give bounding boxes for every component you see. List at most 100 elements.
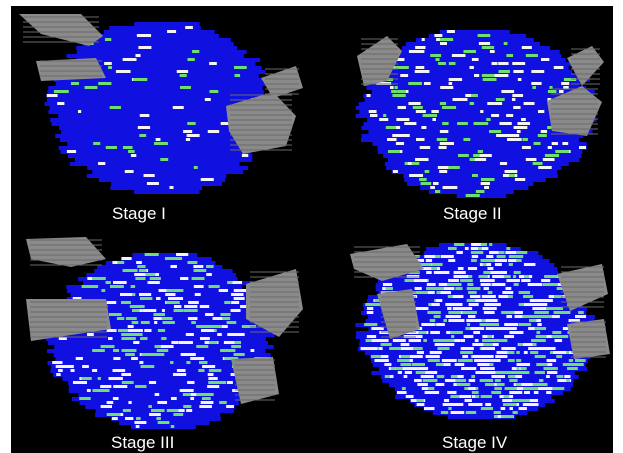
voxel-row (377, 279, 570, 283)
voxel-patch (220, 349, 233, 352)
voxel-patch (160, 158, 169, 161)
voxel-patch (431, 303, 440, 306)
voxel-patch (461, 307, 473, 310)
voxel-patch (440, 86, 454, 89)
voxel-patch (161, 317, 173, 320)
panel-label-stage-2: Stage II (443, 204, 502, 223)
voxel-patch (401, 387, 406, 390)
voxel-patch (382, 283, 389, 286)
voxel-patch (450, 331, 455, 334)
voxel-patch (227, 333, 240, 336)
voxel-patch (170, 397, 177, 400)
voxel-patch (462, 311, 477, 314)
voxel-row (64, 70, 266, 74)
voxel-patch (487, 102, 502, 105)
voxel-patch (447, 307, 452, 310)
voxel-patch (128, 329, 143, 332)
voxel-patch (427, 291, 435, 294)
voxel-patch (554, 335, 569, 338)
voxel-patch (401, 74, 409, 77)
voxel-patch (537, 134, 547, 137)
voxel-patch (412, 50, 425, 53)
voxel-patch (122, 269, 132, 272)
voxel-patch (160, 345, 174, 348)
voxel-patch (227, 281, 243, 284)
voxel-patch (436, 38, 444, 41)
voxel-patch (421, 38, 425, 41)
voxel-row (110, 186, 203, 190)
voxel-patch (200, 329, 214, 332)
voxel-patch (137, 126, 151, 129)
voxel-patch (440, 343, 455, 346)
voxel-patch (101, 289, 106, 292)
voxel-patch (190, 357, 205, 360)
voxel-patch (482, 307, 497, 310)
voxel-patch (105, 301, 117, 304)
voxel-row (363, 307, 587, 311)
voxel-patch (149, 277, 161, 280)
voxel-patch (448, 247, 457, 250)
voxel-row (47, 349, 266, 353)
voxel-row (76, 46, 238, 50)
voxel-patch (551, 335, 556, 338)
voxel-patch (507, 327, 517, 330)
voxel-patch (224, 301, 231, 304)
voxel-patch (494, 259, 508, 262)
voxel-patch (435, 190, 441, 193)
voxel-patch (509, 407, 514, 410)
voxel-patch (480, 178, 495, 181)
voxel-row (65, 66, 262, 70)
voxel-row (52, 321, 268, 325)
voxel-row (388, 383, 573, 387)
voxel-patch (493, 411, 501, 414)
voxel-patch (100, 385, 112, 388)
voxel-patch (481, 347, 490, 350)
voxel-patch (173, 413, 184, 416)
voxel-patch (431, 407, 435, 410)
voxel-patch (416, 351, 424, 354)
voxel-patch (487, 267, 494, 270)
voxel-patch (508, 295, 513, 298)
voxel-row (404, 178, 546, 182)
voxel-patch (561, 351, 572, 354)
voxel-patch (533, 391, 539, 394)
voxel-row (399, 50, 560, 54)
voxel-patch (486, 255, 494, 258)
voxel-patch (534, 355, 546, 358)
voxel-patch (498, 62, 509, 65)
voxel-row (372, 142, 587, 146)
voxel-patch (172, 106, 184, 109)
voxel-patch (513, 126, 528, 129)
voxel-patch (478, 275, 488, 278)
voxel-patch (532, 162, 543, 165)
voxel-patch (473, 343, 485, 346)
voxel-patch (523, 351, 528, 354)
voxel-patch (154, 142, 168, 145)
voxel-patch (437, 166, 449, 169)
voxel-patch (465, 94, 470, 97)
voxel-row (52, 325, 270, 329)
voxel-row (371, 371, 575, 375)
voxel-patch (501, 90, 515, 93)
voxel-patch (482, 339, 494, 342)
voxel-patch (166, 409, 179, 412)
voxel-row (95, 409, 234, 413)
voxel-patch (428, 355, 438, 358)
voxel-patch (396, 118, 410, 121)
voxel-patch (394, 126, 401, 129)
voxel-patch (108, 377, 123, 380)
voxel-patch (521, 146, 531, 149)
voxel-patch (502, 399, 513, 402)
voxel-patch (559, 311, 571, 314)
voxel-patch (100, 405, 112, 408)
voxel-patch (459, 267, 464, 270)
voxel-patch (457, 359, 473, 362)
voxel-patch (165, 293, 176, 296)
voxel-patch (427, 359, 440, 362)
voxel-patch (371, 303, 385, 306)
voxel-patch (446, 331, 451, 334)
voxel-patch (207, 385, 220, 388)
voxel-row (87, 166, 249, 170)
voxel-patch (75, 357, 83, 360)
voxel-patch (475, 371, 490, 374)
